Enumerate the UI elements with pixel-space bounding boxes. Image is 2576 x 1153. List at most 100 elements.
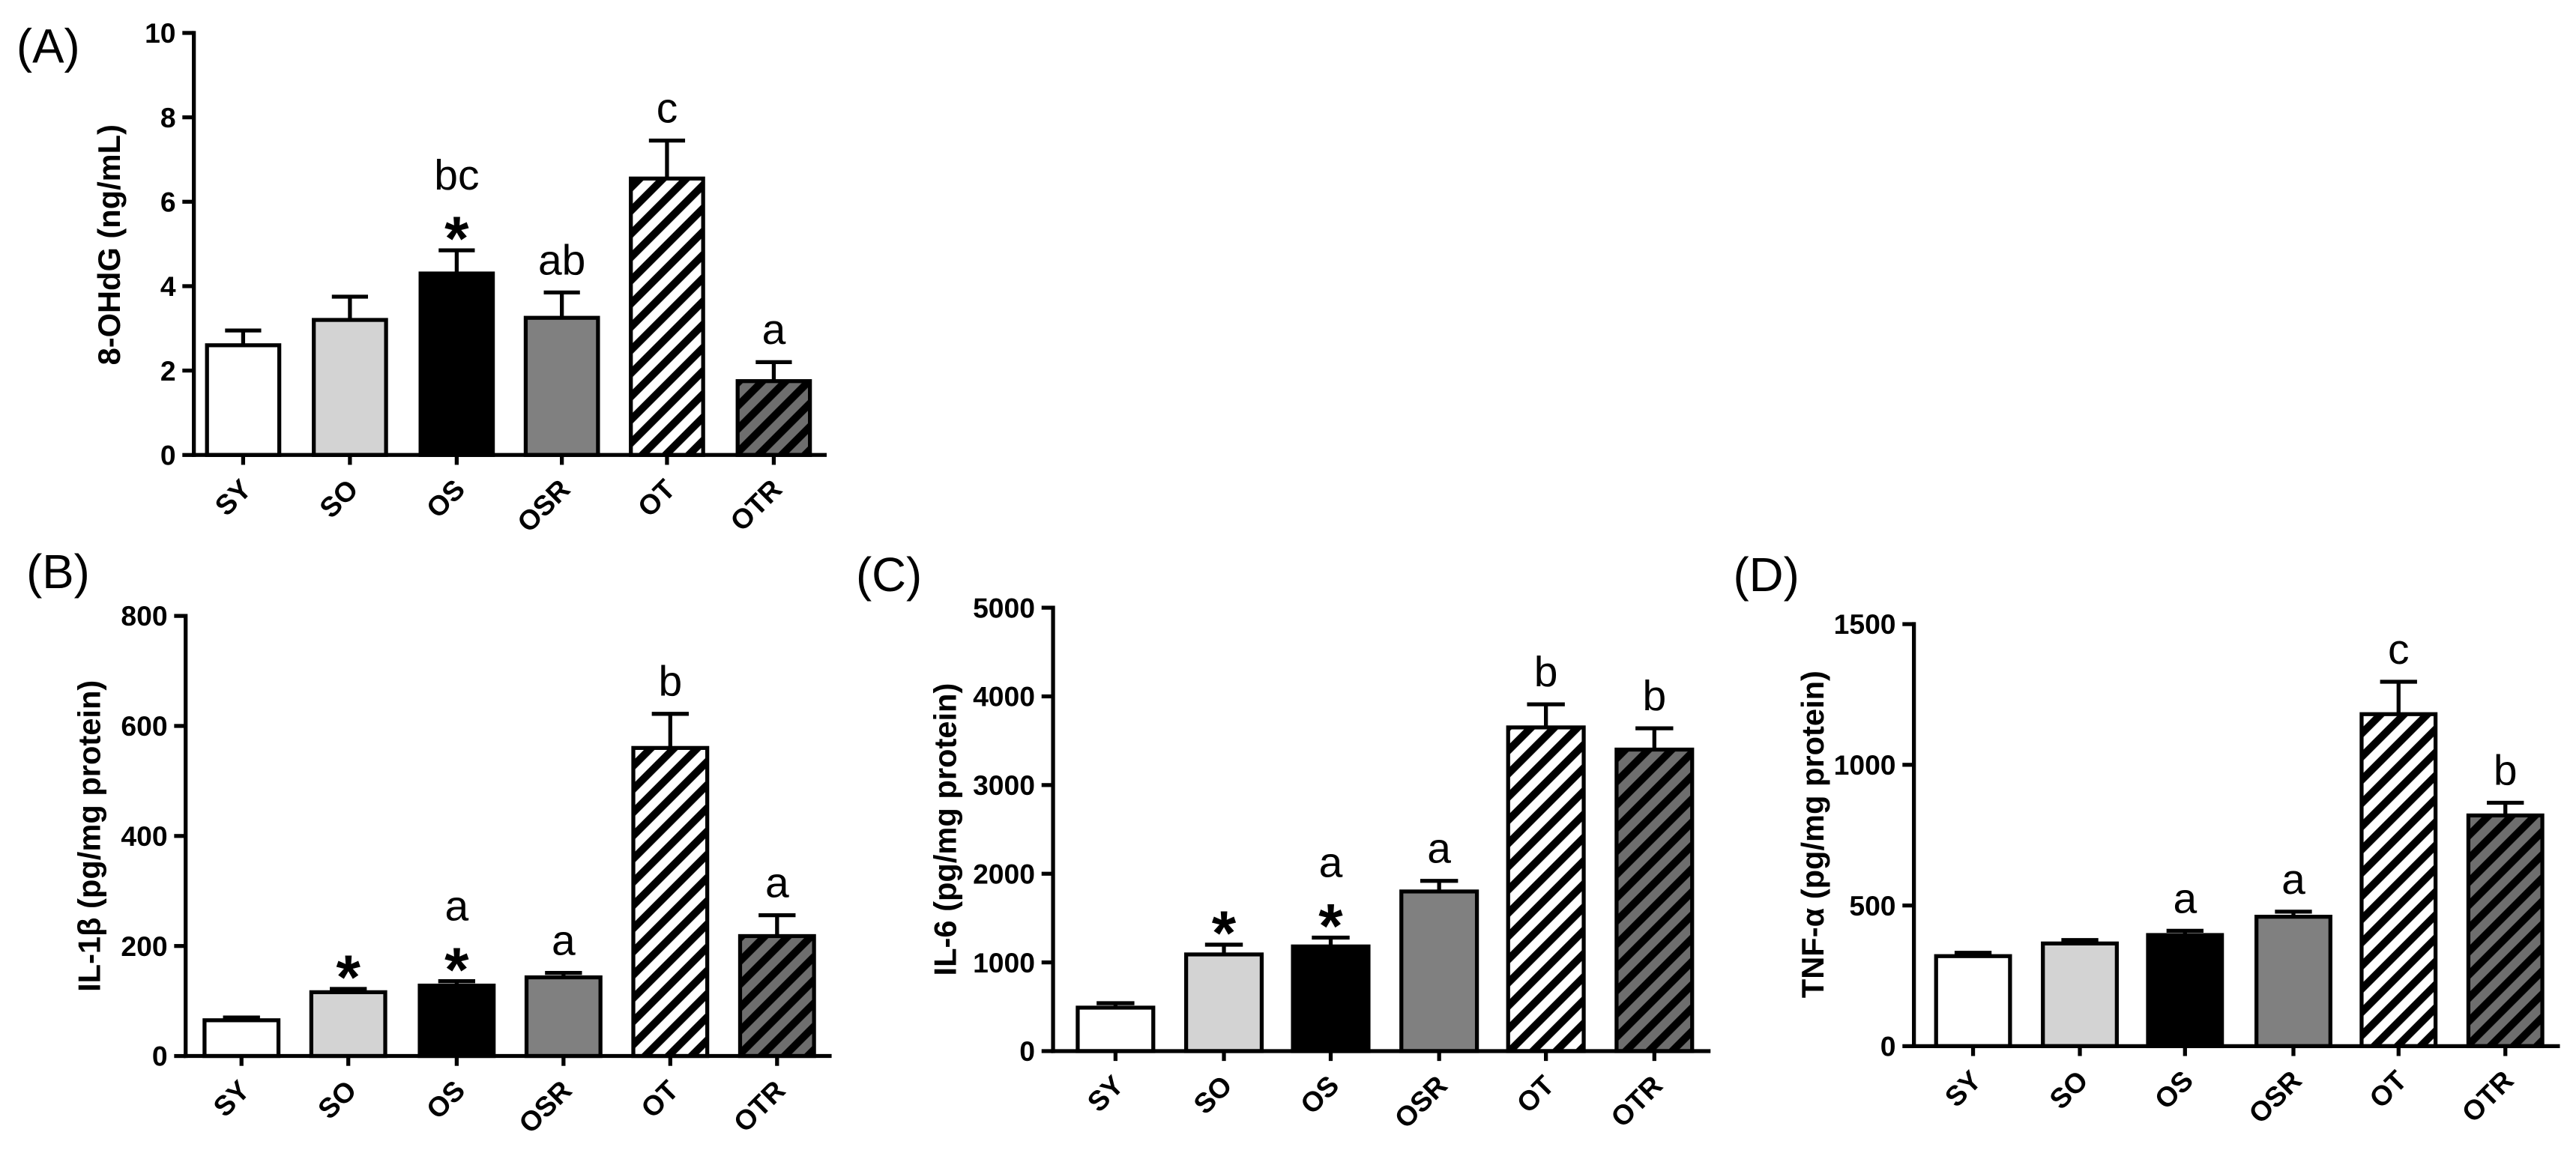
y-tick-label: 0: [1880, 1031, 1896, 1062]
panel-c: (C) IL-6 (pg/mg protein) SY * SO * a OS a OSR b OT b…: [856, 548, 1711, 1134]
significance-letter: a: [552, 917, 576, 965]
significance-letter: a: [1427, 825, 1451, 873]
significance-asterisk: *: [336, 942, 361, 1012]
y-tick-label: 800: [121, 600, 167, 632]
x-category-label: SO: [312, 1074, 363, 1125]
y-tick-label: 8: [160, 102, 176, 133]
x-category-label: OTR: [1605, 1069, 1668, 1133]
bar-otr: [2466, 813, 2545, 1049]
y-tick-label: 400: [121, 820, 167, 852]
x-category-label: OS: [420, 473, 471, 524]
error-bar-osr: [1420, 879, 1459, 892]
x-category-label: OTR: [724, 473, 788, 536]
bar-osr: [1399, 889, 1479, 1053]
bar-ot: [631, 745, 710, 1059]
bar-ot: [629, 176, 705, 457]
x-category-label: OSR: [511, 473, 576, 538]
bar-osr: [2254, 915, 2332, 1049]
x-category-label: OTR: [727, 1074, 791, 1138]
x-category-label: SO: [313, 473, 364, 524]
panel-a: (A) 8-OHdG (ng/mL) SY SO * bc OS ab OSR c OT a OTR 0 2…: [16, 17, 827, 538]
significance-letter: bc: [434, 151, 479, 199]
error-bar-os: [1312, 935, 1350, 947]
panel-label: (A): [16, 19, 80, 73]
bar-sy: [1934, 954, 2012, 1049]
panel-label: (C): [856, 548, 922, 602]
error-bar-osr: [2275, 910, 2312, 917]
significance-letter: a: [1319, 838, 1343, 886]
y-tick-label: 0: [152, 1041, 168, 1072]
y-axis-title: IL-1β (pg/mg protein): [72, 680, 107, 992]
bar-os: [2146, 933, 2224, 1049]
bar-otr: [1614, 747, 1695, 1053]
significance-letter: b: [658, 658, 682, 706]
bar-sy: [1076, 1005, 1156, 1053]
y-tick-label: 1500: [1834, 608, 1896, 640]
y-axis-title: 8-OHdG (ng/mL): [91, 124, 127, 365]
error-bar-ot: [651, 712, 689, 748]
bar-sy: [205, 343, 282, 457]
error-bar-sy: [1954, 951, 1992, 957]
significance-letter: c: [2388, 626, 2410, 674]
bar-osr: [523, 315, 600, 457]
error-bar-otr: [2487, 800, 2524, 816]
error-bar-os: [438, 979, 476, 986]
y-tick-label: 3000: [973, 769, 1035, 801]
x-category-label: SY: [1939, 1064, 1988, 1113]
y-tick-label: 1000: [973, 947, 1035, 978]
panel-b: (B) IL-1β (pg/mg protein) SY * SO * a OS a OSR b OT…: [26, 545, 832, 1140]
bar-os: [418, 271, 495, 457]
panel-label: (B): [26, 545, 90, 599]
y-axis-title: IL-6 (pg/mg protein): [928, 683, 963, 976]
significance-letter: c: [657, 84, 678, 132]
error-bar-otr: [758, 913, 796, 936]
y-tick-label: 500: [1849, 890, 1895, 922]
error-bar-osr: [543, 290, 580, 318]
x-category-label: OSR: [2242, 1065, 2308, 1130]
error-bar-sy: [223, 1015, 260, 1020]
error-bar-so: [330, 987, 367, 993]
y-tick-label: 10: [145, 17, 175, 49]
bar-sy: [202, 1018, 281, 1059]
y-tick-label: 200: [121, 930, 167, 962]
error-bar-otr: [1635, 726, 1674, 750]
x-category-label: OT: [631, 473, 681, 522]
panel-d: (D) TNF-α (pg/mg protein) SY SO a OS a OSR c OT b O…: [1734, 548, 2560, 1130]
error-bar-ot: [2380, 680, 2417, 715]
significance-letter: a: [765, 859, 789, 907]
x-category-label: OT: [1510, 1069, 1560, 1119]
error-bar-ot: [648, 138, 686, 179]
x-category-label: SY: [1081, 1069, 1129, 1118]
y-tick-label: 600: [121, 710, 167, 742]
x-category-label: OT: [2363, 1064, 2413, 1113]
significance-letter: ab: [538, 236, 585, 284]
y-tick-label: 6: [160, 186, 176, 217]
bar-osr: [524, 975, 603, 1059]
error-bar-so: [1204, 942, 1243, 954]
bar-so: [309, 990, 387, 1059]
bar-so: [1183, 952, 1264, 1053]
significance-asterisk: *: [444, 935, 469, 1005]
x-category-label: SY: [208, 473, 257, 521]
error-bar-so: [2061, 938, 2099, 944]
error-bar-so: [331, 294, 368, 321]
bar-otr: [737, 933, 816, 1059]
y-tick-label: 2000: [973, 858, 1035, 889]
error-bar-sy: [1097, 1001, 1135, 1008]
x-category-label: OS: [1294, 1069, 1345, 1120]
bar-ot: [1506, 725, 1586, 1053]
significance-letter: a: [445, 883, 469, 930]
x-category-label: OS: [2148, 1065, 2199, 1116]
significance-letter: a: [2281, 856, 2305, 904]
x-category-label: OS: [420, 1074, 471, 1125]
bar-so: [312, 318, 388, 457]
significance-asterisk: *: [1318, 892, 1343, 961]
x-category-label: OSR: [513, 1074, 578, 1140]
significance-letter: a: [2173, 874, 2197, 922]
error-bar-ot: [1527, 702, 1565, 727]
significance-letter: b: [1534, 648, 1558, 696]
y-tick-label: 5000: [973, 592, 1035, 623]
x-category-label: OT: [635, 1074, 684, 1124]
significance-letter: b: [1642, 672, 1666, 720]
